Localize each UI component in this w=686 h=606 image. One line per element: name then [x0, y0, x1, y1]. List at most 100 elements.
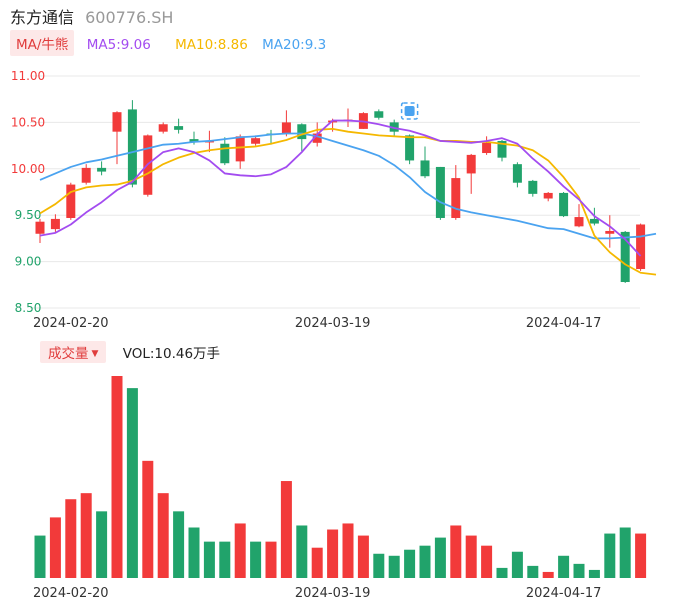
- volume-bar: [280, 481, 292, 578]
- ma-selector-button[interactable]: MA/牛熊: [10, 30, 75, 56]
- volume-bar: [527, 565, 539, 578]
- caret-down-icon: ▼: [91, 349, 99, 359]
- volume-bar: [419, 545, 431, 578]
- x-tick-label: 2024-04-17: [526, 586, 602, 601]
- volume-bar: [342, 523, 354, 578]
- volume-date-axis: 2024-02-20 2024-03-19 2024-04-17: [33, 586, 601, 601]
- candle-body: [543, 192, 553, 199]
- y-tick-label: 8.50: [15, 301, 42, 315]
- x-tick-label: 2024-02-20: [33, 586, 109, 601]
- ma10-line: [39, 127, 657, 276]
- candle-body: [497, 140, 507, 158]
- volume-bar: [250, 541, 262, 578]
- volume-bar: [327, 529, 339, 578]
- x-tick-label: 2024-03-19: [295, 316, 371, 331]
- volume-bar: [96, 511, 108, 578]
- focus-marker[interactable]: [400, 102, 419, 120]
- volume-bar: [558, 555, 570, 578]
- candle-body: [589, 218, 599, 224]
- candle-body: [97, 167, 107, 172]
- volume-bar: [49, 517, 61, 578]
- volume-bar: [465, 535, 477, 578]
- x-tick-label: 2024-02-20: [33, 316, 109, 331]
- volume-bar: [80, 493, 92, 578]
- volume-bar: [142, 460, 154, 578]
- volume-bar: [188, 527, 200, 578]
- volume-bar: [265, 541, 277, 578]
- candle-body: [405, 135, 415, 161]
- candle-body: [251, 138, 261, 144]
- volume-bar: [619, 527, 631, 578]
- y-tick-label: 11.00: [11, 69, 45, 83]
- volume-bar: [450, 525, 462, 578]
- candle-body: [435, 166, 445, 218]
- candle-body: [312, 133, 322, 143]
- stock-code: 600776.SH: [85, 8, 174, 27]
- candle-body: [451, 178, 461, 218]
- candle-body: [636, 224, 646, 270]
- candle-body: [512, 164, 522, 183]
- volume-bar: [542, 571, 554, 578]
- ma20-legend: MA20:9.3: [262, 37, 327, 53]
- volume-selector-button[interactable]: 成交量 ▼: [40, 341, 107, 363]
- moving-average-lines: [39, 119, 657, 276]
- ma20-line: [39, 132, 657, 240]
- candle-body: [189, 139, 199, 142]
- target-focus-icon: [400, 102, 419, 120]
- title-row: 东方通信 600776.SH: [10, 4, 173, 28]
- y-tick-label: 9.50: [15, 208, 42, 222]
- volume-bar: [588, 569, 600, 578]
- y-tick-label: 9.00: [15, 255, 42, 269]
- volume-bar: [604, 533, 616, 578]
- volume-bar: [496, 567, 508, 578]
- volume-bar: [357, 535, 369, 578]
- ma5-line: [39, 119, 642, 257]
- volume-bar: [296, 525, 308, 578]
- volume-bar: [481, 545, 493, 578]
- volume-bar: [234, 523, 246, 578]
- candle-body: [158, 124, 168, 132]
- volume-bar: [219, 541, 231, 578]
- volume-bar: [404, 549, 416, 578]
- candle-body: [235, 136, 245, 162]
- volume-bar: [311, 547, 323, 578]
- volume-bar-series: [34, 376, 647, 578]
- candle-body: [374, 111, 384, 118]
- y-tick-label: 10.50: [11, 115, 45, 129]
- volume-bar: [573, 563, 585, 578]
- volume-bar: [157, 493, 169, 578]
- candle-body: [112, 112, 122, 132]
- price-axis: 11.00 10.50 10.00 9.50 9.00 8.50: [11, 69, 45, 315]
- volume-value: VOL:10.46万手: [122, 346, 221, 362]
- candle-body: [297, 124, 307, 140]
- ma-legend: MA/牛熊 MA5:9.06 MA10:8.86 MA20:9.3: [10, 30, 327, 56]
- candle-body: [81, 167, 91, 183]
- volume-bar: [111, 376, 123, 578]
- volume-tag-label: 成交量: [48, 346, 89, 362]
- volume-bar: [34, 535, 46, 578]
- y-tick-label: 10.00: [11, 162, 45, 176]
- focus-dot: [404, 106, 415, 116]
- candle-body: [574, 217, 584, 227]
- price-date-axis: 2024-02-20 2024-03-19 2024-04-17: [33, 316, 601, 331]
- volume-bar: [434, 537, 446, 578]
- candle-body: [66, 184, 76, 218]
- candle-body: [35, 221, 45, 234]
- candle-body: [620, 231, 630, 283]
- volume-legend: 成交量 ▼ VOL:10.46万手: [40, 341, 221, 363]
- ma5-legend: MA5:9.06: [86, 37, 151, 53]
- volume-bar: [388, 555, 400, 578]
- volume-bar: [173, 511, 185, 578]
- candle-body: [50, 218, 60, 230]
- candle-body: [605, 230, 615, 234]
- x-tick-label: 2024-04-17: [526, 316, 602, 331]
- volume-bar: [65, 499, 77, 578]
- volume-bar: [126, 388, 138, 578]
- candle-body: [127, 109, 137, 185]
- candle-body: [528, 180, 538, 194]
- ma10-legend: MA10:8.86: [175, 37, 248, 53]
- volume-bar: [511, 551, 523, 578]
- stock-name: 东方通信: [10, 8, 75, 27]
- candle-body: [220, 143, 230, 164]
